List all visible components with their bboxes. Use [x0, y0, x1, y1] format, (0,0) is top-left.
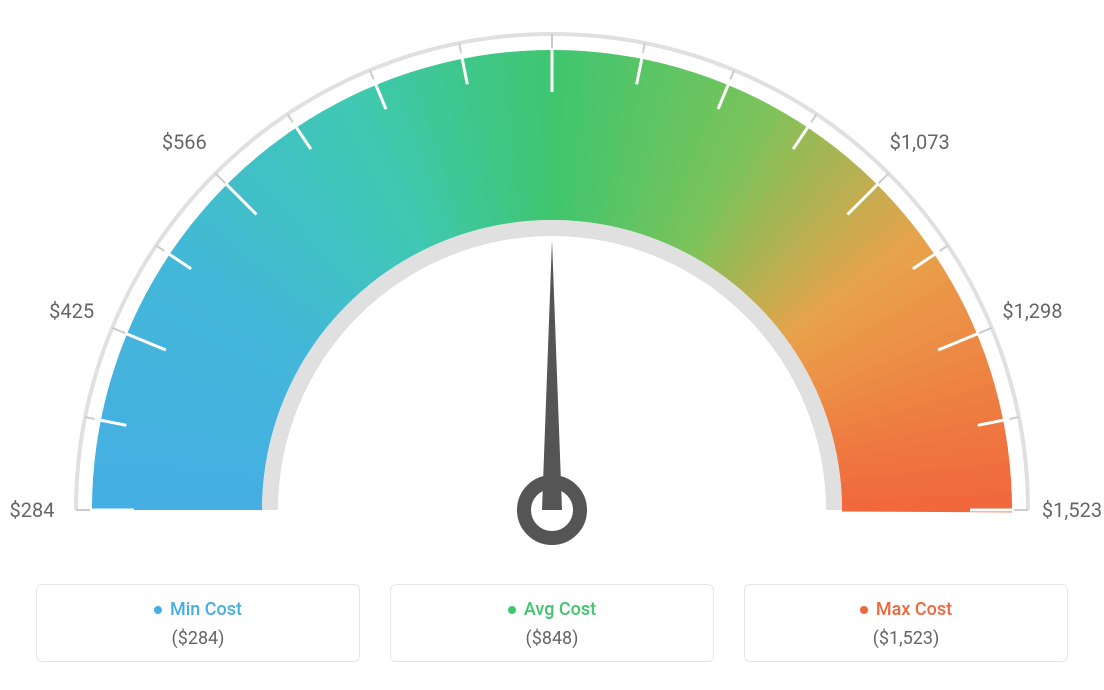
max-cost-value: ($1,523): [745, 628, 1067, 649]
avg-dot: [508, 606, 516, 614]
avg-cost-value: ($848): [391, 628, 713, 649]
min-cost-card: Min Cost ($284): [36, 584, 360, 662]
gauge-tick-label: $848: [530, 0, 575, 2]
avg-cost-card: Avg Cost ($848): [390, 584, 714, 662]
min-dot: [154, 606, 162, 614]
min-cost-label: Min Cost: [170, 599, 242, 620]
gauge-area: $284 $425 $566 $848 $1,073 $1,298 $1,523: [0, 0, 1104, 560]
gauge-tick-label: $566: [162, 130, 207, 154]
gauge-svg: [0, 0, 1104, 560]
legend: Min Cost ($284) Avg Cost ($848) Max Cost…: [36, 584, 1068, 662]
max-dot: [860, 606, 868, 614]
max-cost-card: Max Cost ($1,523): [744, 584, 1068, 662]
gauge-tick-label: $1,298: [1002, 299, 1062, 323]
min-cost-value: ($284): [37, 628, 359, 649]
avg-cost-label: Avg Cost: [524, 599, 596, 620]
gauge-tick-label: $425: [49, 299, 94, 323]
max-cost-label: Max Cost: [876, 599, 952, 620]
chart-wrap: $284 $425 $566 $848 $1,073 $1,298 $1,523 Min C…: [0, 0, 1104, 690]
gauge-tick-label: $1,523: [1042, 498, 1102, 522]
gauge-tick-label: $284: [10, 498, 55, 522]
gauge-tick-label: $1,073: [890, 130, 950, 154]
